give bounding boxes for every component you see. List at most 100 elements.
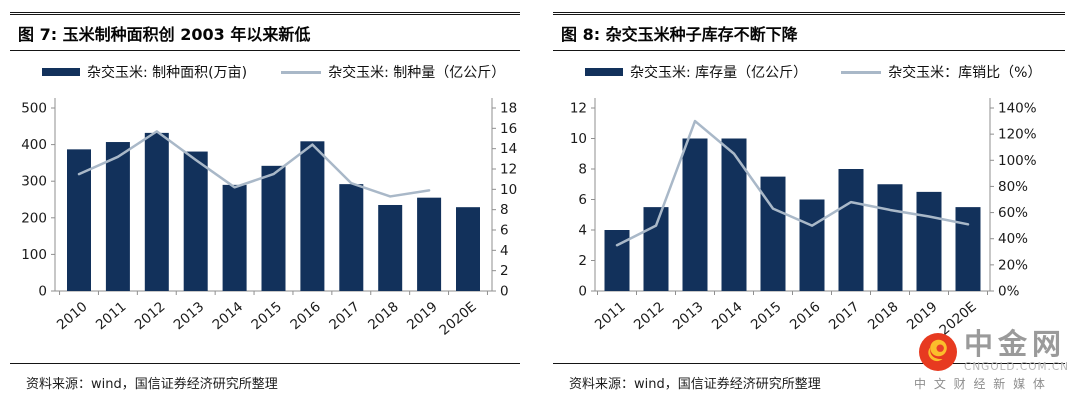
y-axis-label-right: 40%	[998, 231, 1028, 247]
brand-tagline: 中 文 财 经 新 媒 体	[914, 377, 1047, 391]
y-axis-label-right: 20%	[998, 257, 1028, 273]
y-axis-label-left: 6	[578, 192, 587, 208]
bar	[183, 151, 208, 291]
line-series-swatch	[841, 70, 882, 74]
chart-legend: 杂交玉米: 制种面积(万亩) 杂交玉米: 制种量（亿公斤）	[42, 62, 505, 82]
y-axis-label-right: 100%	[998, 153, 1037, 169]
legend-item-bar: 杂交玉米: 库存量（亿公斤）	[585, 62, 807, 82]
legend-item-line: 杂交玉米：库销比（%）	[841, 62, 1041, 82]
y-axis-label-left: 400	[21, 137, 47, 153]
bar	[877, 184, 903, 291]
bar	[300, 141, 325, 291]
y-axis-label-right: 80%	[998, 179, 1028, 195]
y-axis-label-right: 0	[500, 284, 509, 300]
legend-item-bar: 杂交玉米: 制种面积(万亩)	[42, 62, 247, 82]
y-axis-label-left: 100	[21, 247, 47, 263]
y-axis-label-left: 8	[578, 162, 587, 178]
y-axis-label-left: 300	[21, 174, 47, 190]
x-axis-label: 2019	[404, 299, 441, 333]
bar	[955, 207, 981, 291]
brand-name: 中金网	[964, 327, 1067, 361]
chart-panel-seed-inventory: 图 8: 杂交玉米种子库存不断下降 杂交玉米: 库存量（亿公斤） 杂交玉米：库销…	[553, 8, 1065, 398]
cloud-tail	[928, 347, 943, 362]
y-axis-label-left: 2	[578, 253, 587, 269]
chart-panel-corn-seed-area: 图 7: 玉米制种面积创 2003 年以来新低 杂交玉米: 制种面积(万亩) 杂…	[10, 8, 520, 398]
bar	[105, 142, 130, 291]
y-axis-label-right: 2	[500, 263, 509, 279]
bar-series-swatch	[42, 68, 80, 76]
y-axis-label-right: 16	[500, 121, 517, 137]
cloud-hole	[936, 344, 944, 352]
x-axis-label: 2020E	[436, 299, 479, 339]
y-axis-label-left: 500	[21, 101, 47, 117]
y-axis-label-left: 4	[578, 223, 587, 239]
chart-title: 图 7: 玉米制种面积创 2003 年以来新低	[18, 25, 311, 44]
line-series-swatch	[281, 70, 322, 74]
x-axis-label: 2015	[248, 299, 285, 333]
legend-label: 杂交玉米: 制种量（亿公斤）	[328, 65, 506, 81]
source-note: 资料来源：wind，国信证券经济研究所整理	[553, 363, 1065, 392]
x-axis-label: 2014	[210, 299, 247, 333]
legend-item-line: 杂交玉米: 制种量（亿公斤）	[281, 62, 505, 82]
bar	[222, 184, 247, 291]
bar	[456, 207, 480, 291]
x-axis-label: 2013	[171, 299, 208, 333]
bar	[916, 191, 942, 291]
x-axis-label: 2010	[54, 299, 91, 333]
bar	[760, 176, 786, 291]
x-axis-label: 2016	[287, 299, 324, 333]
bar	[643, 207, 669, 291]
bar	[682, 138, 708, 291]
source-note: 资料来源：wind，国信证券经济研究所整理	[10, 363, 520, 392]
x-axis-label: 2013	[670, 299, 707, 333]
y-axis-label-left: 0	[578, 284, 587, 300]
y-axis-label-left: 200	[21, 210, 47, 226]
x-axis-label: 2012	[631, 299, 668, 333]
bar	[721, 138, 747, 291]
y-axis-label-right: 8	[500, 202, 509, 218]
legend-label: 杂交玉米：库销比（%）	[888, 65, 1042, 81]
legend-label: 杂交玉米: 制种面积(万亩)	[87, 65, 248, 81]
y-axis-label-right: 4	[500, 243, 509, 259]
y-axis-label-right: 120%	[998, 127, 1037, 143]
x-axis-label: 2018	[865, 299, 902, 333]
bar	[339, 184, 364, 291]
chart-title: 图 8: 杂交玉米种子库存不断下降	[561, 25, 798, 44]
trend-line	[615, 119, 970, 247]
y-axis-label-right: 140%	[998, 101, 1037, 117]
bar	[144, 132, 169, 291]
y-axis-label-right: 60%	[998, 205, 1028, 221]
title-divider	[10, 50, 520, 51]
trend-line	[77, 130, 431, 198]
y-axis-label-left: 12	[570, 101, 587, 117]
bar	[417, 197, 442, 291]
x-axis-label: 2011	[592, 299, 629, 333]
y-axis-label-left: 0	[38, 284, 47, 300]
x-axis-label: 2017	[826, 299, 863, 333]
bar	[838, 169, 864, 291]
y-axis-label-right: 6	[500, 223, 509, 239]
x-axis-label: 2014	[709, 299, 746, 333]
y-axis-label-left: 10	[570, 131, 587, 147]
x-axis-label: 2015	[748, 299, 785, 333]
x-axis-label: 2016	[787, 299, 824, 333]
chart-legend: 杂交玉米: 库存量（亿公斤） 杂交玉米：库销比（%）	[585, 62, 1041, 82]
bar	[378, 204, 403, 291]
brand-domain: CNGOLD.COM.CN	[964, 361, 1070, 373]
title-divider	[553, 50, 1065, 51]
x-axis-label: 2017	[326, 299, 363, 333]
bar	[799, 199, 825, 291]
bar-series-swatch	[585, 68, 623, 76]
y-axis-label-right: 14	[500, 141, 517, 157]
x-axis-label: 2018	[365, 299, 402, 333]
y-axis-label-right: 12	[500, 162, 517, 178]
panel-top-rule	[10, 12, 520, 15]
bar	[261, 165, 286, 291]
legend-label: 杂交玉米: 库存量（亿公斤）	[630, 65, 808, 81]
panel-top-rule	[553, 12, 1065, 15]
x-axis-label: 2011	[93, 299, 130, 333]
y-axis-label-right: 10	[500, 182, 517, 198]
y-axis-label-right: 0%	[998, 284, 1020, 300]
